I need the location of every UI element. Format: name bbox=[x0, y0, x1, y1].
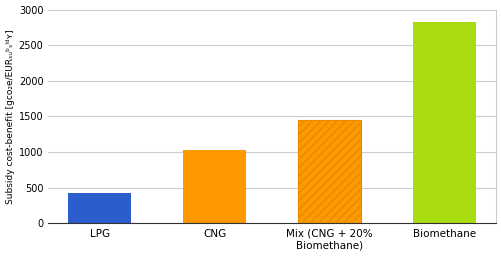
Bar bbox=[68, 193, 131, 223]
Bar bbox=[297, 120, 360, 223]
Bar bbox=[182, 150, 245, 223]
Bar bbox=[297, 120, 360, 223]
Bar bbox=[412, 22, 475, 223]
Y-axis label: Subsidy cost-benefit [gco₂e/EURₛᵤᵇₛᴵᵈʏ]: Subsidy cost-benefit [gco₂e/EURₛᵤᵇₛᴵᵈʏ] bbox=[6, 29, 15, 204]
